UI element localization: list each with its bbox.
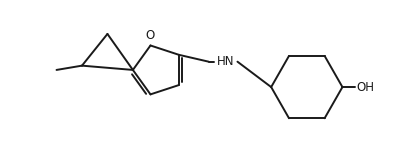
Text: O: O [146,29,155,42]
Text: OH: OH [356,81,374,94]
Text: HN: HN [216,55,234,68]
